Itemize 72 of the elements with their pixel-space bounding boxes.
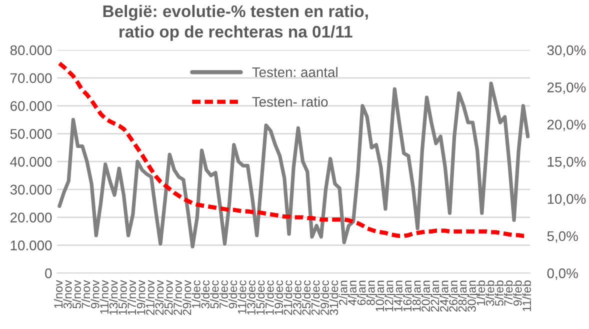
y-tick-label: 20.000 [10, 212, 52, 222]
x-tick-label: 14/jan [394, 280, 405, 312]
x-tick-label: 26/jan [448, 280, 460, 312]
y-tick-label: 80.000 [10, 45, 52, 56]
x-tick-label: 11/nov [100, 280, 109, 314]
x-tick-label: 23/dec [292, 280, 302, 315]
x-tick-label: 15/dec [256, 280, 265, 315]
y-tick-label: 0 [45, 268, 52, 278]
x-tick-label: 17/nov [127, 280, 136, 315]
x-tick-label: 21/dec [284, 280, 292, 315]
x-tick-label: 13/nov [109, 280, 118, 315]
y-tick-label: 50.000 [10, 128, 52, 139]
legend-label: Testen: aantal [252, 66, 338, 78]
x-tick-label: 23/nov [154, 280, 164, 315]
x-tick-label: 15/nov [118, 280, 127, 315]
x-tick-label: 6/jan [356, 280, 368, 306]
x-tick-label: 25/nov [164, 280, 173, 315]
x-tick-label: 7/nov [81, 280, 90, 308]
x-tick-label: 3/nov [63, 280, 72, 308]
y2-tick-label: 5,0% [547, 231, 578, 243]
line-series [58, 82, 530, 248]
chart-title: België: evolutie-% testen en ratio, ratio op de rechteras na 01/11 [103, 4, 368, 41]
x-tick-label: 3/dec [200, 280, 210, 308]
y-tick-label: 60.000 [10, 101, 52, 111]
x-tick-label: 12/jan [384, 280, 396, 312]
x-tick-label: 11/dec [238, 280, 246, 314]
x-tick-label: 8/jan [366, 280, 378, 306]
legend-label: Testen- ratio [252, 96, 328, 107]
x-tick-label: 3/feb [486, 280, 494, 306]
x-tick-label: 4/jan [348, 280, 359, 306]
y2-tick-label: 15,0% [548, 156, 586, 168]
x-tick-label: 30/jan [467, 280, 478, 312]
x-tick-label: 27/nov [173, 280, 182, 315]
y-tick-label: 40.000 [10, 156, 52, 167]
x-tick-label: 20/jan [421, 280, 432, 312]
x-tick-label: 27/dec [311, 280, 320, 315]
x-tick-label: 7/dec [219, 280, 228, 308]
y2-tick-label: 30,0% [547, 45, 586, 57]
y2-tick-label: 25,0% [547, 82, 586, 94]
x-tick-label: 9/feb [513, 280, 522, 306]
x-tick-label: 21/nov [146, 280, 154, 315]
x-tick-label: 1/nov [54, 280, 63, 308]
x-tick-label: 5/dec [210, 280, 219, 308]
x-tick-label: 9/dec [228, 280, 238, 308]
x-tick-label: 11/feb [522, 280, 531, 312]
y-tick-label: 30.000 [10, 184, 52, 195]
x-tick-label: 7/feb [504, 280, 513, 306]
x-tick-label: 5/feb [494, 280, 504, 306]
x-tick-label: 9/nov [90, 280, 100, 308]
y-tick-label: 70.000 [10, 73, 52, 84]
x-tick-label: 19/nov [136, 280, 146, 315]
x-tick-label: 25/dec [302, 280, 311, 315]
x-tick-label: 31/dec [329, 280, 338, 316]
x-tick-label: 17/dec [265, 280, 274, 315]
y2-tick-label: 0,0% [547, 268, 578, 280]
x-tick-label: 24/jan [440, 280, 451, 312]
x-tick-label: 10/jan [375, 280, 386, 312]
y-tick-label: 10.000 [10, 240, 52, 250]
x-tick-label: 16/jan [402, 280, 414, 312]
x-tick-label: 5/nov [72, 280, 81, 308]
x-tick-label: 18/jan [412, 280, 424, 312]
x-tick-label: 22/jan [430, 280, 442, 312]
x-tick-label: 2/jan [338, 280, 350, 306]
x-tick-label: 13/dec [246, 280, 256, 315]
x-tick-label: 29/dec [320, 280, 329, 315]
y2-tick-label: 20,0% [547, 120, 586, 132]
x-tick-label: 19/dec [274, 280, 284, 315]
x-tick-label: 1/feb [476, 280, 486, 306]
x-tick-label: 1/dec [192, 280, 200, 308]
x-tick-label: 29/nov [182, 280, 192, 315]
y2-tick-label: 10,0% [548, 194, 586, 206]
x-tick-label: 28/jan [458, 280, 470, 312]
